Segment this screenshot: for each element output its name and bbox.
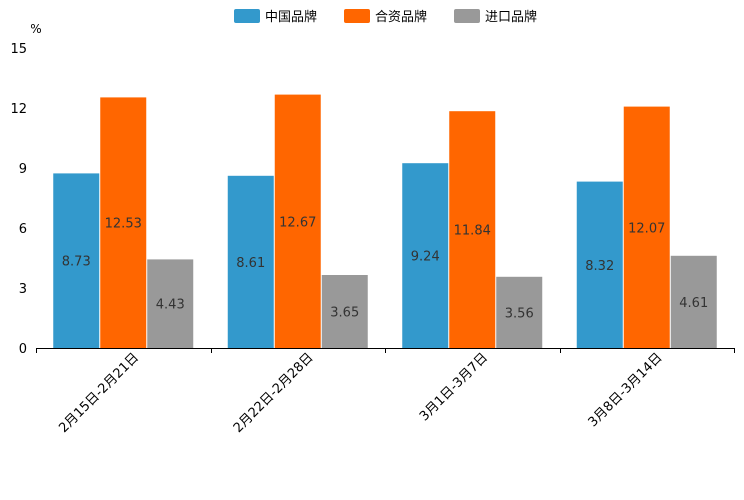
bar-合资品牌-4[interactable] (623, 106, 670, 348)
y-tick-label: 6 (19, 222, 27, 237)
y-tick-label: 9 (19, 162, 27, 177)
bar-中国品牌-2[interactable] (227, 175, 274, 348)
legend-label: 进口品牌 (485, 9, 537, 25)
y-axis-unit-label: % (30, 22, 41, 36)
data-label: 4.61 (679, 296, 708, 311)
legend-swatch (454, 9, 480, 23)
bar-中国品牌-3[interactable] (402, 163, 449, 348)
legend-swatch (344, 9, 370, 23)
x-axis: 2月15日-2月21日 2月22日-2月28日 3月1日-3月7日 3月8日-3月14… (36, 348, 735, 436)
x-tick-label: 2月15日-2月21日 (56, 350, 142, 436)
bar-合资品牌-1[interactable] (100, 97, 147, 349)
data-labels: 8.73 12.53 4.43 8.61 12.67 3.65 9.24 11.84 3.56 8… (62, 215, 708, 321)
data-label: 12.53 (105, 217, 142, 232)
legend-label: 中国品牌 (265, 9, 317, 25)
bar-合资品牌-3[interactable] (449, 111, 496, 348)
legend: 中国品牌 合资品牌 进口品牌 (234, 9, 537, 25)
data-label: 9.24 (411, 250, 440, 265)
data-label: 12.07 (628, 221, 665, 236)
y-tick-label: 15 (10, 42, 27, 57)
x-tick-label: 2月22日-2月28日 (231, 350, 317, 436)
x-tick-label: 3月8日-3月14日 (586, 350, 666, 430)
y-axis: 0 3 6 9 12 15 (10, 42, 27, 357)
legend-item-2[interactable]: 合资品牌 (344, 9, 427, 25)
data-label: 3.56 (505, 306, 534, 321)
y-tick-label: 12 (10, 102, 27, 117)
bar-合资品牌-2[interactable] (274, 94, 321, 348)
x-tick-label: 3月1日-3月7日 (417, 350, 491, 424)
bar-进口品牌-1[interactable] (147, 259, 194, 348)
bar-进口品牌-3[interactable] (496, 276, 543, 348)
data-label: 3.65 (330, 306, 359, 321)
legend-item-3[interactable]: 进口品牌 (454, 9, 537, 25)
bar-进口品牌-2[interactable] (321, 275, 368, 348)
y-tick-label: 0 (19, 342, 27, 357)
data-label: 8.32 (585, 259, 614, 274)
legend-item-1[interactable]: 中国品牌 (234, 9, 317, 25)
bar-中国品牌-4[interactable] (576, 181, 623, 348)
data-label: 4.43 (156, 298, 185, 313)
bar-中国品牌-1[interactable] (53, 173, 100, 348)
data-label: 12.67 (279, 215, 316, 230)
data-label: 8.61 (236, 256, 265, 271)
legend-label: 合资品牌 (375, 9, 427, 25)
data-label: 8.73 (62, 255, 91, 270)
bars (53, 94, 717, 349)
legend-swatch (234, 9, 260, 23)
y-tick-label: 3 (19, 282, 27, 297)
bar-进口品牌-4[interactable] (670, 255, 717, 348)
data-label: 11.84 (454, 224, 491, 239)
